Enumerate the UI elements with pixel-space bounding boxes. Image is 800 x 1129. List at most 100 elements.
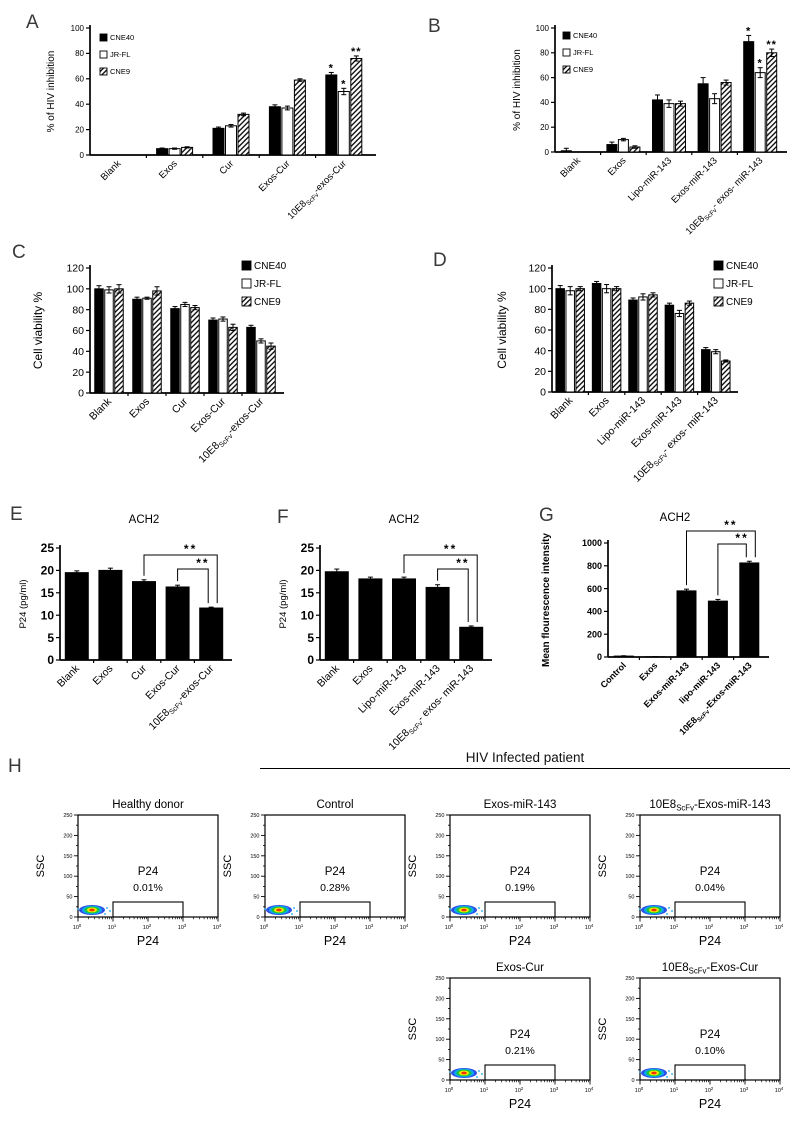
significance-label: **: [724, 518, 737, 532]
x-axis-title: P24: [137, 934, 159, 948]
y-tick-label: 0: [69, 915, 72, 921]
gate-percentage: 0.04%: [695, 882, 725, 894]
significance-bracket: [717, 543, 747, 596]
x-category-label: Exos-miR-143: [669, 155, 719, 205]
panel-c-chart: Cell viability % 0 20 40 60 80 100 120 Blank Exos…: [20, 243, 415, 483]
significance-star: *: [341, 78, 346, 90]
y-tick-label: 250: [250, 813, 259, 819]
legend-swatch: [713, 278, 724, 289]
x-axis-title: P24: [509, 1097, 531, 1111]
panel-d-chart: Cell viability % 0 20 40 60 80 100 120 Blank Exos…: [430, 243, 800, 489]
bar: [256, 340, 266, 394]
bar: [684, 302, 695, 393]
x-category-label: Control: [598, 660, 628, 690]
legend-label: CNE9: [726, 297, 753, 308]
scatter-dot: [264, 908, 266, 910]
y-tick-label: 40: [75, 100, 84, 109]
significance-bracket: [177, 568, 209, 604]
y-axis-title: Mean flourescence intensity: [541, 533, 552, 667]
scatter-dot: [478, 1070, 480, 1072]
y-axis-title: SSC: [407, 1018, 419, 1041]
y-tick-label: 200: [625, 833, 634, 839]
bar: [697, 83, 709, 153]
y-tick-label: 25: [301, 541, 315, 555]
bar: [611, 288, 622, 393]
scatter-dot: [481, 1073, 483, 1075]
panel-label-a: A: [26, 12, 39, 33]
bar: [392, 578, 416, 661]
flow-plot-10e8-exos-mir-143: 10E8ScFv-Exos-miR-143 0 50 100 150 200 250 100 1…: [582, 795, 794, 965]
y-tick-label: 0: [597, 652, 602, 662]
bar: [754, 72, 766, 153]
significance-star: **: [351, 46, 362, 58]
y-tick-label: 50: [253, 895, 259, 901]
panel-f-chart: ACH2 P24 (pg/ml) 0 5 10 15 20 25 Blank Exos Lipo-m…: [270, 503, 532, 761]
y-tick-label: 20: [301, 564, 315, 578]
y-tick-label: 0: [256, 915, 259, 921]
x-category-label: Exos: [587, 395, 612, 420]
x-tick-label: 104: [775, 923, 784, 931]
bar: [246, 326, 256, 394]
legend-swatch: [99, 33, 108, 42]
legend-swatch: [713, 260, 724, 271]
x-tick-label: 102: [330, 923, 339, 931]
x-tick-label: 103: [550, 1086, 559, 1094]
bar: [720, 82, 732, 153]
x-category-label: Blank: [548, 394, 576, 422]
gate-rect: [674, 901, 746, 918]
x-category-label: Exos: [91, 663, 116, 688]
y-tick-label: 20: [75, 125, 84, 134]
y-tick-label: 60: [540, 73, 549, 82]
chart-svg-A: % of HIV inhibition 0 20 40 60 80 100 Blank Exos…: [46, 24, 376, 222]
flow-title: Healthy donor: [112, 799, 184, 811]
legend-swatch: [713, 296, 724, 307]
y-tick-label: 50: [628, 895, 634, 901]
flow-svg-H6: 10E8ScFv-Exos-Cur 0 50 100 150 200 250 100 101 10…: [597, 962, 784, 1111]
y-tick-label: 150: [625, 1017, 634, 1023]
scatter-dot: [109, 910, 111, 912]
scatter-dot: [293, 907, 295, 909]
y-tick-label: 200: [63, 833, 72, 839]
bar: [707, 600, 728, 658]
y-axis-title: % of HIV inhibition: [46, 51, 57, 133]
x-tick-label: 102: [515, 923, 524, 931]
legend-label: CNE40: [110, 33, 134, 42]
y-axis-title: SSC: [35, 855, 47, 878]
y-tick-label: 0: [441, 915, 444, 921]
y-tick-label: 250: [435, 813, 444, 819]
x-tick-label: 103: [550, 923, 559, 931]
y-axis-title: SSC: [407, 855, 419, 878]
flow-plot-control: Control 0 50 100 150 200 250 100 101 102 103 104 SSC…: [207, 795, 419, 965]
y-tick-label: 80: [534, 304, 546, 316]
x-axis-title: P24: [699, 1097, 721, 1111]
scatter-dot: [449, 1071, 451, 1073]
bar: [675, 103, 686, 153]
y-tick-label: 0: [540, 387, 546, 399]
y-tick-label: 60: [72, 325, 84, 337]
y-tick-label: 0: [631, 1078, 634, 1084]
y-tick-label: 100: [536, 24, 550, 33]
bar: [64, 572, 89, 661]
gate-label: P24: [325, 866, 346, 878]
scatter-dot: [666, 913, 668, 915]
x-category-label: Blank: [55, 662, 83, 690]
scatter-dot: [476, 913, 478, 915]
bar: [555, 288, 565, 393]
bar: [190, 307, 200, 394]
flow-svg-H3: Exos-miR-143 0 50 100 150 200 250 100 101 102 103 1…: [407, 799, 594, 948]
legend-swatch: [562, 31, 571, 40]
legend-label: CNE40: [254, 261, 287, 272]
y-tick-label: 100: [71, 24, 85, 33]
bar: [180, 303, 190, 394]
bar: [459, 626, 484, 661]
bar: [142, 297, 152, 394]
y-tick-label: 25: [41, 541, 55, 555]
y-tick-label: 200: [435, 833, 444, 839]
bar: [132, 581, 156, 661]
flow-svg-H1: Healthy donor 0 50 100 150 200 250 100 101 102 103…: [35, 799, 222, 948]
gate-percentage: 0.01%: [133, 882, 163, 894]
flow-plot-10e8-exos-cur: 10E8ScFv-Exos-Cur 0 50 100 150 200 250 100 101 10…: [582, 958, 794, 1128]
panel-g-chart: ACH2 Mean flourescence intensity 0 200 400 60…: [535, 503, 800, 765]
legend-swatch: [241, 278, 252, 289]
gate-percentage: 0.21%: [505, 1045, 535, 1057]
